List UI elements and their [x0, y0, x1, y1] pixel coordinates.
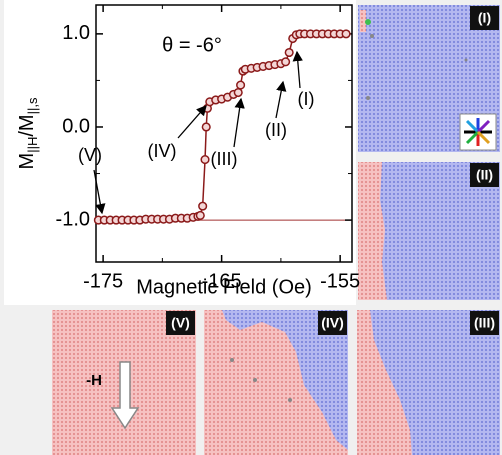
y-axis-label-part: M: [16, 153, 38, 170]
data-point: [237, 81, 245, 89]
state-annotation: (III): [211, 149, 238, 169]
panel-label: (I): [478, 10, 491, 26]
x-tick-label: -155: [320, 270, 360, 292]
panel-label: (II): [476, 167, 493, 183]
state-annotation: (I): [298, 89, 315, 109]
x-tick-label: -175: [83, 270, 123, 292]
state-annotation: (II): [265, 120, 287, 140]
data-point: [282, 58, 290, 66]
x-axis-label: Magnetic Field (Oe): [136, 276, 312, 298]
data-point: [199, 202, 207, 210]
state-annotation: (IV): [148, 141, 177, 161]
y-axis-label-part: ||,s: [25, 97, 40, 114]
field-label: -H: [86, 372, 102, 389]
y-axis-label-part: ||H: [25, 137, 40, 153]
panel-label: (IV): [321, 315, 344, 331]
panel-label: (V): [171, 315, 190, 331]
y-tick-label: 1.0: [62, 22, 90, 44]
data-point: [234, 89, 242, 97]
data-point: [342, 30, 350, 38]
state-annotation: (V): [78, 145, 102, 165]
y-tick-label: 0.0: [62, 115, 90, 137]
data-point: [196, 212, 204, 220]
y-tick-label: -1.0: [56, 208, 90, 230]
data-point: [202, 123, 210, 131]
figure: (I)(II)(III)(IV)(V) -H -175-165-1551.00.…: [0, 0, 502, 455]
data-point: [285, 49, 293, 57]
y-axis-label-part: /M: [16, 114, 38, 136]
angle-annotation: θ = -6°: [162, 34, 222, 56]
data-point: [201, 156, 209, 164]
panel-label: (III): [474, 315, 495, 331]
